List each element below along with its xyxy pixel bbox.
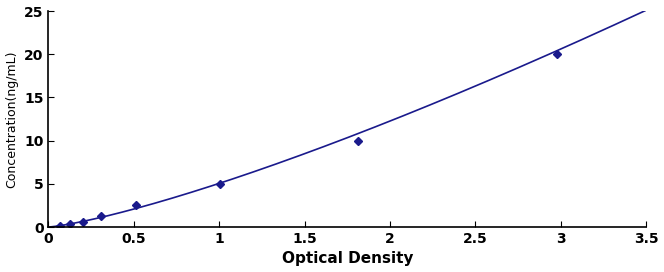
X-axis label: Optical Density: Optical Density — [282, 251, 413, 267]
Y-axis label: Concentration(ng/mL): Concentration(ng/mL) — [5, 50, 19, 188]
